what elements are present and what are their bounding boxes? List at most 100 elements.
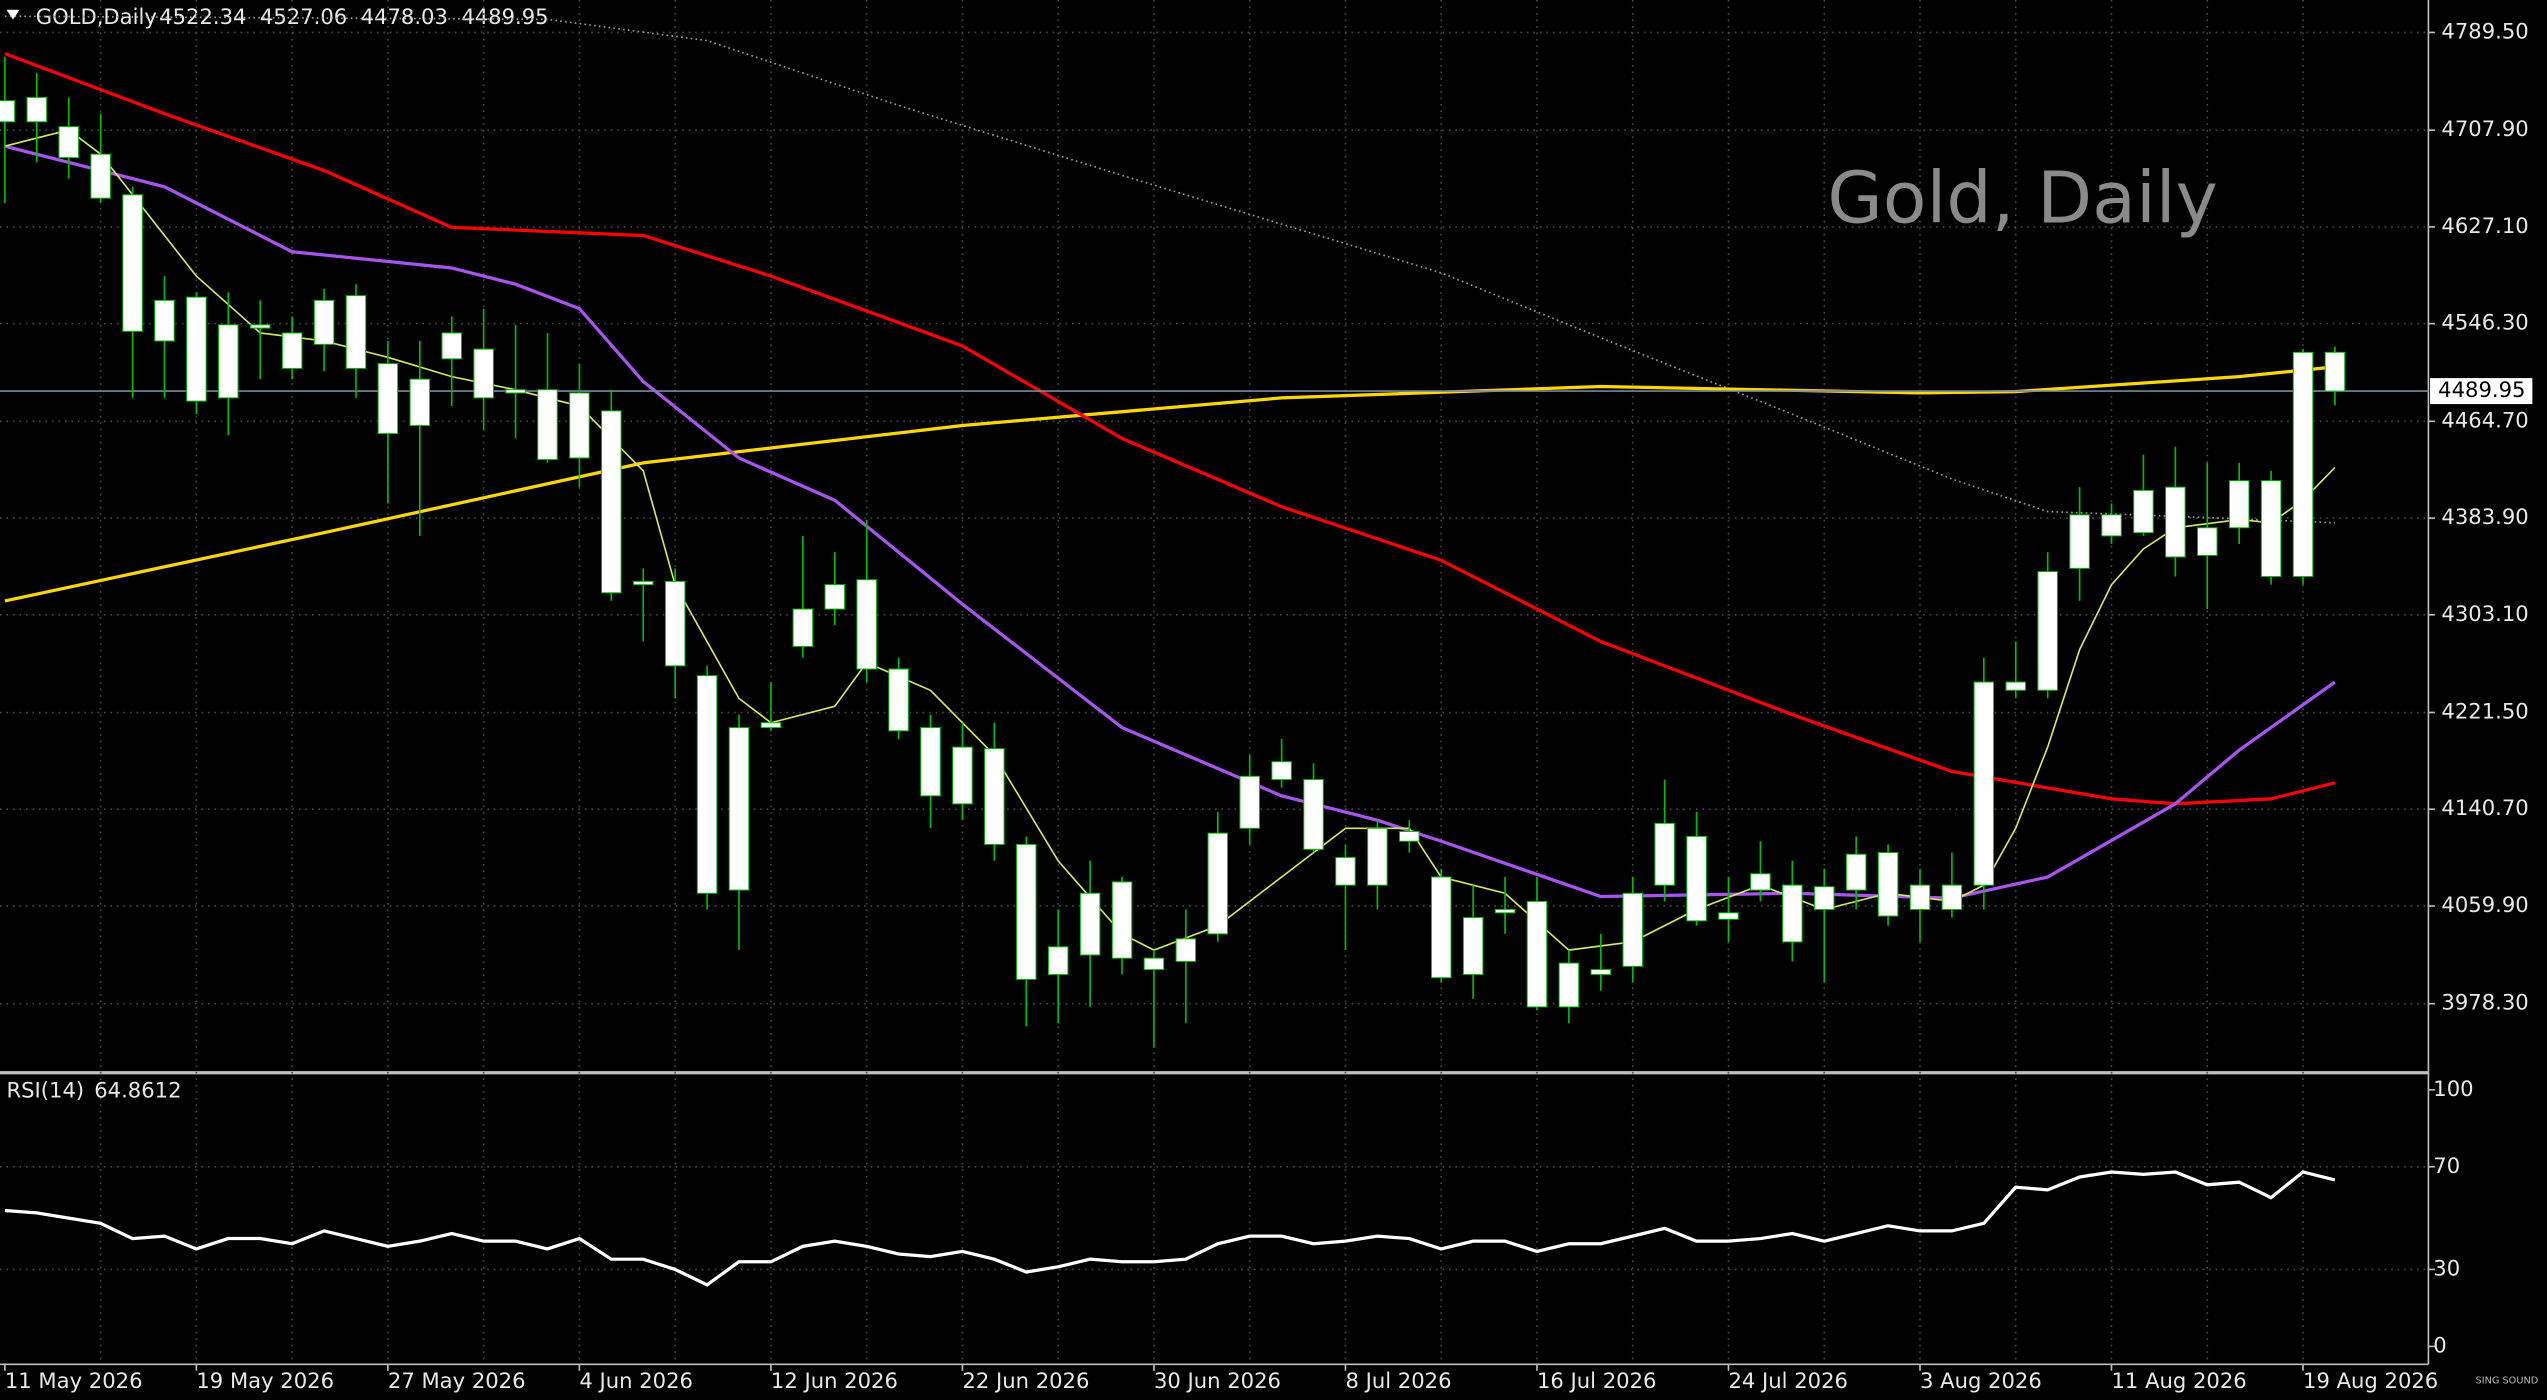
candle-body	[1239, 775, 1260, 829]
candle-body	[1303, 779, 1324, 850]
rsi-line	[4, 1170, 2336, 1287]
candle-body	[2197, 527, 2218, 556]
candle-body	[2069, 514, 2090, 569]
candle-body	[505, 389, 526, 394]
header-value: 4478.03	[361, 4, 448, 29]
y-tick-label: 4059.90	[2441, 892, 2528, 917]
x-tick-label: 24 Jul 2026	[1728, 1368, 1847, 1393]
candle-body	[218, 324, 239, 399]
candle-body	[1526, 900, 1548, 1008]
candle-body	[569, 392, 590, 459]
x-tick-label: 12 Jun 2026	[771, 1368, 898, 1393]
candle-body	[984, 748, 1005, 845]
y-tick-label: 4303.10	[2441, 601, 2528, 626]
rsi-tick-label: 70	[2433, 1153, 2460, 1178]
candle-body	[409, 378, 431, 427]
y-tick-label: 4140.70	[2441, 795, 2528, 820]
candle-body	[1367, 827, 1388, 886]
y-tick-label: 4789.50	[2441, 18, 2528, 43]
candle-body	[345, 295, 367, 369]
candle-body	[2165, 486, 2186, 558]
header-value: 4522.34	[159, 4, 246, 29]
rsi-tick-label: 30	[2433, 1255, 2460, 1280]
candle-body	[1207, 832, 1229, 935]
candle-body	[1399, 831, 1420, 842]
candle-body	[1079, 892, 1101, 956]
header-value: 4489.95	[461, 4, 548, 29]
candle-body	[664, 580, 686, 667]
logo: SING SOUND	[2476, 1376, 2539, 1387]
candle-body	[281, 332, 303, 369]
candle-body	[601, 410, 622, 594]
candle-body	[1750, 873, 1771, 891]
candle-body	[377, 363, 399, 435]
current-price-label: 4489.95	[2438, 377, 2525, 402]
y-tick-label: 3978.30	[2441, 990, 2528, 1015]
watermark: Gold, Daily	[1827, 157, 2218, 240]
candle-body	[1175, 938, 1197, 962]
candle-body	[1271, 761, 1292, 781]
x-tick-label: 16 Jul 2026	[1537, 1368, 1656, 1393]
rsi-value: 64.8612	[94, 1077, 181, 1102]
x-tick-label: 11 Aug 2026	[2112, 1368, 2247, 1393]
menu-arrow[interactable]	[6, 9, 20, 20]
candle-body	[154, 299, 175, 342]
candle-body	[1143, 957, 1165, 971]
price-label-box	[2430, 378, 2533, 405]
candle-body	[0, 100, 16, 123]
candle-body	[1909, 884, 1931, 910]
candle-body	[792, 608, 814, 647]
candle-body	[1558, 962, 1580, 1008]
candle-body	[2324, 351, 2346, 392]
candle-body	[313, 299, 335, 345]
y-tick-label: 4383.90	[2441, 504, 2528, 529]
candle-body	[1335, 857, 1356, 886]
candle-body	[856, 579, 877, 670]
candle-body	[26, 96, 48, 123]
candle-body	[1111, 881, 1133, 959]
candle-body	[90, 153, 111, 199]
candle-body	[1686, 835, 1707, 922]
candle-body	[920, 727, 941, 797]
candle-body	[1590, 969, 1612, 975]
candle-body	[1877, 852, 1899, 917]
candle-body	[824, 584, 845, 610]
header-value: 4527.06	[260, 4, 347, 29]
candle-body	[1941, 884, 1963, 910]
candle-body	[633, 580, 654, 586]
candle-body	[1782, 884, 1803, 943]
candle-body	[952, 746, 973, 805]
rsi-tick-label: 100	[2433, 1076, 2473, 1101]
x-tick-label: 30 Jun 2026	[1154, 1368, 1281, 1393]
candle-body	[1016, 843, 1037, 980]
moving-average	[4, 365, 2336, 603]
x-tick-label: 27 May 2026	[388, 1368, 526, 1393]
x-tick-label: 11 May 2026	[5, 1368, 143, 1393]
y-tick-label: 4464.70	[2441, 407, 2528, 432]
candle-body	[1654, 822, 1675, 886]
candle-body	[1047, 946, 1069, 975]
x-tick-label: 19 Aug 2026	[2303, 1368, 2438, 1393]
candle-body	[888, 668, 909, 732]
header: GOLD,Daily 4522.34 4527.06 4478.03 4489.95	[36, 4, 549, 29]
candle-body	[2133, 489, 2154, 534]
candle-body	[2101, 514, 2122, 537]
candle-body	[1462, 917, 1484, 975]
candle-body	[1494, 908, 1516, 914]
candle-body	[2037, 571, 2058, 691]
candle-body	[1845, 853, 1867, 891]
x-tick-label: 19 May 2026	[196, 1368, 334, 1393]
y-tick-label: 4627.10	[2441, 213, 2528, 238]
candle-body	[441, 332, 462, 360]
rsi-tick-label: 0	[2433, 1332, 2446, 1357]
y-tick-label: 4221.50	[2441, 699, 2528, 724]
candle-body	[58, 126, 79, 159]
x-tick-label: 22 Jun 2026	[962, 1368, 1089, 1393]
candle-body	[1430, 876, 1452, 979]
candle-body	[2260, 480, 2282, 577]
candle-body	[1814, 886, 1835, 910]
candle-body	[2005, 681, 2026, 691]
candle-body	[249, 324, 271, 329]
